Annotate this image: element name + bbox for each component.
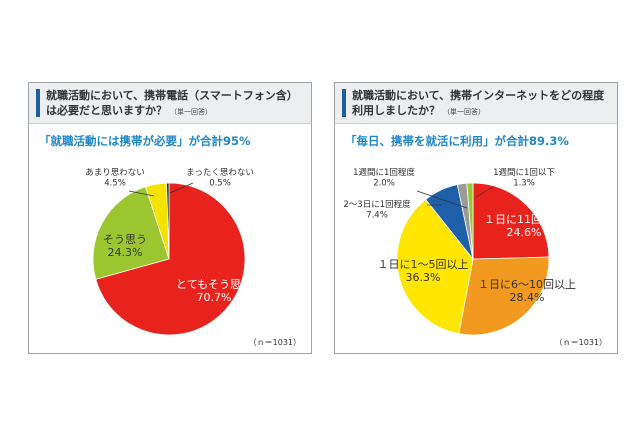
slice-value-label: 28.4% <box>510 291 545 304</box>
label-leader-line <box>475 186 494 198</box>
question-accent-bar <box>342 89 346 117</box>
slice-label: １日に1〜5回以上 <box>378 258 469 271</box>
label-leader-line <box>169 182 194 194</box>
slice-value-label: 24.6% <box>507 226 542 239</box>
slice-value-label: 1.3% <box>513 179 535 189</box>
label-leader-line <box>416 190 468 209</box>
pie-slice <box>396 198 474 335</box>
slice-label: 1週間に1回以下 <box>493 168 555 178</box>
slice-label: そう思う <box>103 233 147 246</box>
slice-label: １日に6〜10回以上 <box>478 278 576 291</box>
question-header: 就職活動において、携帯電話（スマートフォン含）は必要だと思いますか？ （単一回答） <box>29 83 311 124</box>
question-header: 就職活動において、携帯インターネットをどの程度利用しましたか？ （単一回答） <box>335 83 617 124</box>
pie-slice <box>466 182 474 260</box>
chart-panel-usage: 就職活動において、携帯インターネットをどの程度利用しましたか？ （単一回答） 「毎… <box>334 82 618 354</box>
pie-slice <box>92 186 170 280</box>
sample-size-note: （ｎ＝1031） <box>554 338 607 347</box>
chart-panel-necessity: 就職活動において、携帯電話（スマートフォン含）は必要だと思いますか？ （単一回答）… <box>28 82 312 354</box>
slice-label: とてもそう思う <box>176 278 252 291</box>
label-leader-line <box>128 190 155 197</box>
answer-type-note: （単一回答） <box>443 108 485 116</box>
question-label: 就職活動において、携帯電話（スマートフォン含）は必要だと思いますか？ <box>46 89 298 117</box>
summary-headline: 「就職活動には携帯が必要」が合計95% <box>39 134 251 148</box>
slice-value-label: 70.7% <box>197 291 232 304</box>
slice-label: あまり思わない <box>85 168 145 178</box>
question-label: 就職活動において、携帯インターネットをどの程度利用しましたか？ <box>352 89 605 117</box>
slice-value-label: 36.3% <box>406 271 441 284</box>
pie-slice <box>472 182 550 260</box>
slice-label: 1週間に1回程度 <box>353 167 415 178</box>
slice-label: 2〜3日に1回程度 <box>343 199 411 210</box>
answer-type-note: （単一回答） <box>170 108 212 116</box>
pie-slice <box>95 182 246 336</box>
sample-size-note: （ｎ＝1031） <box>248 338 301 347</box>
slice-label: １日に11回以上 <box>484 213 564 226</box>
question-text: 就職活動において、携帯インターネットをどの程度利用しましたか？ （単一回答） <box>352 88 611 120</box>
question-accent-bar <box>36 89 40 117</box>
pie-slice <box>458 256 550 336</box>
summary-headline: 「毎日、携帯を就活に利用」が合計89.3% <box>345 134 569 148</box>
question-text: 就職活動において、携帯電話（スマートフォン含）は必要だと思いますか？ （単一回答） <box>46 88 305 120</box>
slice-value-label: 2.0% <box>373 179 395 189</box>
pie-slice <box>166 182 170 260</box>
slice-value-label: 24.3% <box>108 246 143 259</box>
slice-label: まったく思わない <box>186 168 254 178</box>
slice-value-label: 4.5% <box>104 179 126 189</box>
slice-value-label: 0.5% <box>209 179 231 189</box>
slice-value-label: 7.4% <box>366 211 388 221</box>
